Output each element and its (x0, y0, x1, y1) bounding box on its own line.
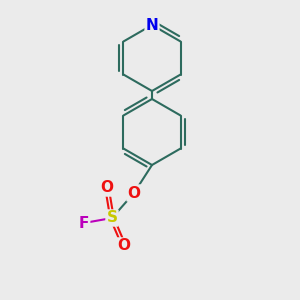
Text: O: O (100, 181, 113, 196)
Text: O: O (128, 185, 140, 200)
Text: S: S (106, 211, 118, 226)
Text: N: N (146, 17, 158, 32)
Text: O: O (118, 238, 130, 253)
Text: F: F (79, 215, 89, 230)
